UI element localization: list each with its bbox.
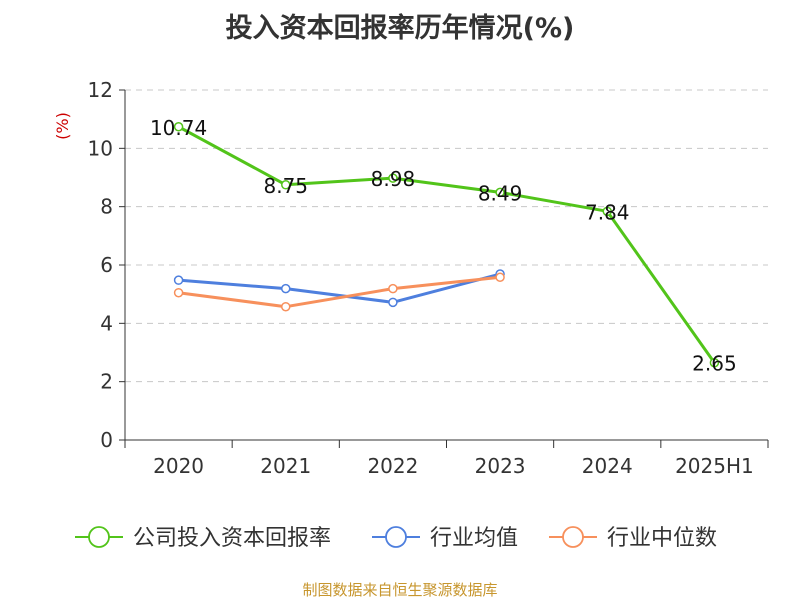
series-line (177, 125, 716, 364)
series-1 (173, 269, 505, 308)
x-tick-label: 2025H1 (675, 454, 754, 478)
axes: 0 2 4 6 8 10 12 2020 2021 2022 2023 2024 2025H1 (88, 78, 769, 478)
chart-title: 投入资本回报率历年情况(%) (225, 13, 575, 44)
legend-marker (88, 526, 110, 548)
x-tick-label: 2023 (475, 454, 526, 478)
legend-marker (562, 526, 584, 548)
x-tick-label: 2020 (153, 454, 204, 478)
data-label: 10.74 (150, 116, 207, 140)
y-tick-label: 2 (100, 370, 113, 394)
data-labels: 10.74 8.75 8.98 8.49 7.84 2.65 (150, 116, 737, 376)
data-label: 7.84 (585, 200, 630, 224)
series-line (178, 275, 501, 309)
data-point (495, 187, 505, 198)
x-tick-label: 2024 (582, 454, 633, 478)
x-tick-label: 2022 (367, 454, 418, 478)
data-point (602, 206, 612, 217)
data-point (173, 287, 184, 298)
series-line (178, 272, 501, 304)
data-label: 8.98 (371, 167, 416, 191)
legend: 公司投入资本回报率 行业均值 行业中位数 (75, 526, 717, 551)
legend-item-1: 行业均值 (372, 526, 518, 551)
data-point (709, 357, 720, 368)
y-tick-label: 6 (100, 253, 113, 277)
data-point (281, 180, 291, 190)
series-0 (173, 122, 720, 368)
data-point (173, 275, 184, 285)
y-tick-label: 8 (100, 195, 113, 219)
y-tick-label: 12 (88, 78, 113, 102)
y-tick-label: 0 (100, 428, 113, 452)
legend-item-2: 行业中位数 (549, 526, 717, 551)
series-2 (173, 272, 505, 312)
legend-item-0: 公司投入资本回报率 (75, 526, 331, 551)
data-label: 2.65 (692, 352, 737, 376)
data-point (388, 297, 398, 308)
legend-label: 行业中位数 (607, 526, 717, 551)
legend-label: 公司投入资本回报率 (133, 526, 331, 551)
data-point (388, 173, 398, 183)
series (173, 122, 720, 368)
data-point (388, 283, 398, 294)
data-label: 8.75 (263, 174, 308, 198)
data-point (173, 122, 184, 132)
legend-label: 行业均值 (430, 526, 518, 551)
legend-marker (385, 526, 407, 548)
y-axis-unit-label: (%) (53, 112, 72, 140)
y-tick-label: 4 (100, 311, 113, 335)
source-footnote: 制图数据来自恒生聚源数据库 (302, 581, 498, 599)
x-tick-label: 2021 (260, 454, 311, 478)
data-point (281, 301, 291, 312)
data-point (495, 272, 505, 282)
grid-lines (125, 89, 768, 383)
y-tick-label: 10 (88, 136, 113, 160)
data-point (281, 283, 291, 294)
data-label: 8.49 (478, 181, 523, 205)
